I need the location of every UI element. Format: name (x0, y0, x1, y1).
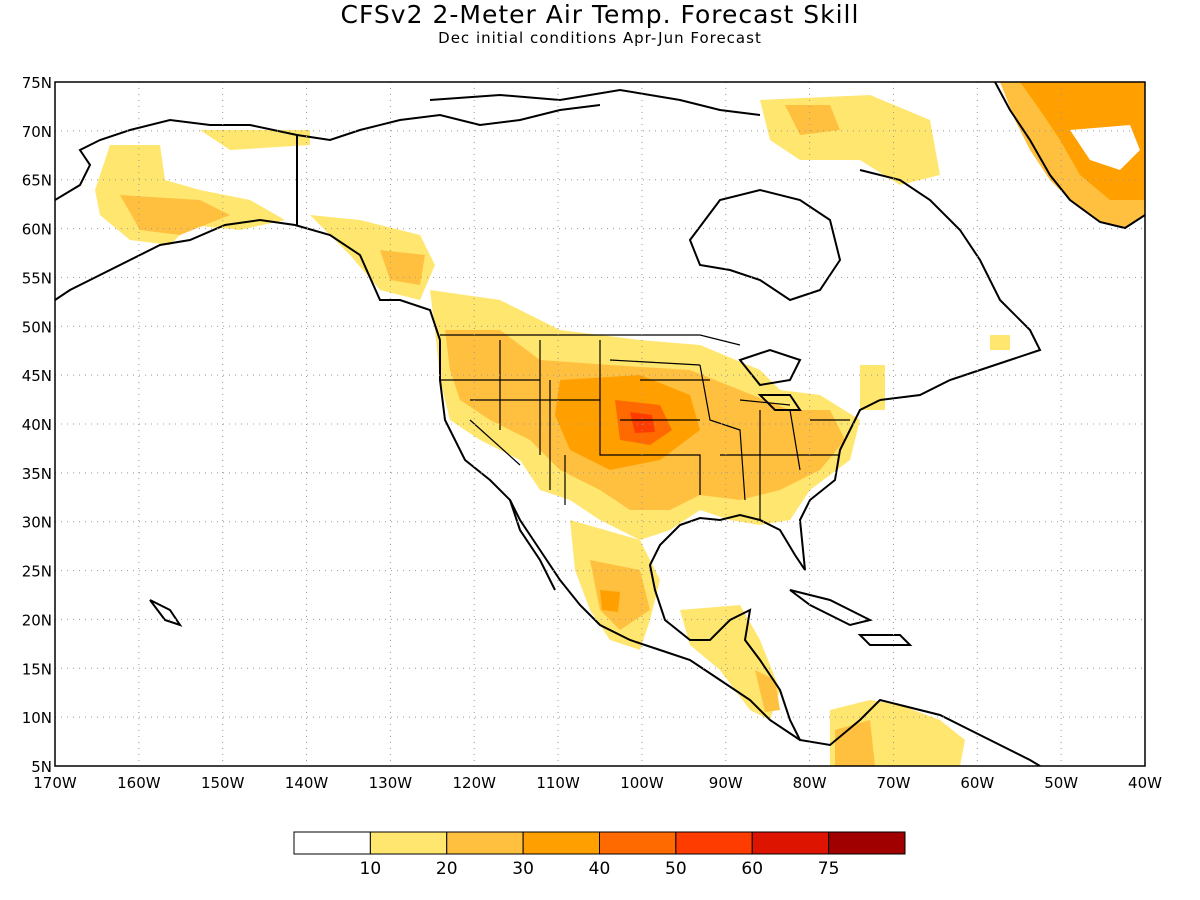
lat-tick-label: 60N (22, 221, 52, 239)
state-borders (440, 334, 850, 520)
lon-tick-label: 160W (117, 774, 161, 792)
lon-tick-label: 70W (877, 774, 911, 792)
coastlines (55, 82, 1145, 766)
lat-tick-label: 65N (22, 172, 52, 190)
lat-tick-label: 5N (31, 758, 52, 776)
lat-tick-label: 35N (22, 465, 52, 483)
lat-tick-label: 55N (22, 269, 52, 287)
lat-tick-label: 50N (22, 318, 52, 336)
latitude-axis: 5N 10N 15N 20N 25N 30N 35N 40N 45N 50N 55N 60N 65N 70… (22, 74, 52, 776)
colorbar-swatch (446, 831, 524, 855)
colorbar-swatch (828, 831, 906, 855)
lon-tick-label: 100W (620, 774, 664, 792)
chart-subtitle: Dec initial conditions Apr-Jun Forecast (438, 29, 762, 47)
graticule (55, 82, 1145, 766)
lat-tick-label: 10N (22, 709, 52, 727)
lon-tick-label: 80W (793, 774, 827, 792)
chart-title: CFSv2 2-Meter Air Temp. Forecast Skill (340, 0, 860, 29)
colorbar-label: 50 (665, 859, 687, 879)
colorbar-swatch (599, 831, 677, 855)
colorbar-label: 30 (512, 859, 534, 879)
colorbar-swatch (369, 831, 448, 855)
lat-tick-label: 75N (22, 74, 52, 92)
map-frame (54, 81, 1146, 767)
colorbar-label: 75 (818, 859, 840, 879)
lat-tick-label: 20N (22, 611, 52, 629)
colorbar-swatch (751, 831, 830, 855)
lon-tick-label: 50W (1044, 774, 1078, 792)
lon-tick-label: 140W (285, 774, 329, 792)
lon-tick-label: 110W (536, 774, 580, 792)
longitude-axis: 170W 160W 150W 140W 130W 120W 110W 100W 90W 80W 70… (33, 774, 1162, 792)
lon-tick-label: 90W (709, 774, 743, 792)
colorbar: 10 20 30 40 50 60 75 (293, 831, 906, 879)
colorbar-label: 10 (360, 859, 382, 879)
lat-tick-label: 15N (22, 660, 52, 678)
lat-tick-label: 70N (22, 123, 52, 141)
lat-tick-label: 30N (22, 514, 52, 532)
colorbar-swatch (675, 831, 753, 855)
lon-tick-label: 170W (33, 774, 77, 792)
lon-tick-label: 150W (201, 774, 245, 792)
lon-tick-label: 60W (960, 774, 994, 792)
colorbar-swatch (293, 831, 371, 855)
colorbar-label: 60 (741, 859, 763, 879)
lon-tick-label: 130W (369, 774, 413, 792)
lon-tick-label: 40W (1128, 774, 1162, 792)
colorbar-label: 40 (589, 859, 611, 879)
skill-shading (95, 82, 1145, 766)
colorbar-label: 20 (436, 859, 458, 879)
colorbar-swatch (522, 831, 600, 855)
lon-tick-label: 120W (452, 774, 496, 792)
lat-tick-label: 25N (22, 563, 52, 581)
lat-tick-label: 45N (22, 367, 52, 385)
lat-tick-label: 40N (22, 416, 52, 434)
